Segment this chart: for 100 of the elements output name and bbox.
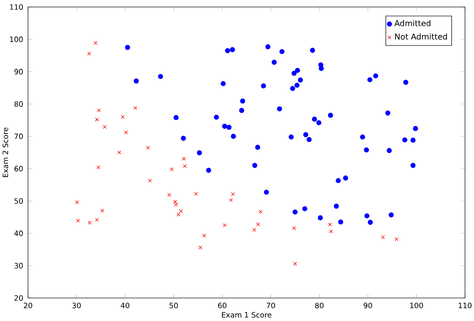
point	[306, 137, 312, 142]
point	[252, 228, 256, 232]
point	[264, 190, 269, 195]
point	[173, 200, 177, 204]
point	[202, 234, 206, 238]
point	[94, 41, 98, 45]
point	[290, 86, 296, 92]
point	[176, 212, 180, 216]
point	[334, 204, 339, 209]
point	[100, 208, 104, 213]
point	[88, 220, 92, 225]
point	[124, 130, 128, 134]
point	[170, 167, 174, 172]
point	[226, 124, 232, 130]
point	[318, 215, 323, 220]
point	[294, 82, 300, 88]
point	[260, 83, 266, 88]
point	[303, 132, 308, 138]
point	[180, 136, 186, 141]
point	[220, 81, 226, 86]
legend-label: Admitted	[394, 20, 430, 26]
point	[329, 230, 333, 234]
point	[174, 202, 178, 206]
point	[148, 178, 152, 183]
point	[179, 209, 183, 213]
point	[272, 60, 277, 65]
point	[279, 49, 284, 54]
point	[368, 220, 373, 225]
point	[194, 192, 198, 196]
point	[288, 134, 294, 140]
point	[125, 44, 130, 50]
point	[410, 138, 416, 143]
point	[316, 120, 322, 126]
point	[182, 156, 186, 161]
point	[198, 246, 202, 250]
point	[76, 218, 80, 223]
point	[222, 124, 228, 129]
point	[385, 110, 390, 116]
point	[214, 114, 219, 120]
point	[206, 168, 212, 173]
point	[95, 218, 99, 222]
point	[298, 78, 303, 83]
point	[222, 223, 227, 228]
point	[87, 52, 92, 56]
point	[367, 77, 372, 82]
point	[240, 98, 246, 104]
point	[75, 200, 79, 204]
point	[328, 222, 332, 226]
point	[292, 226, 296, 230]
point	[230, 47, 235, 52]
point	[117, 150, 122, 154]
point	[343, 176, 348, 181]
point	[373, 73, 378, 78]
point	[360, 134, 366, 140]
point	[231, 192, 235, 196]
point	[336, 178, 341, 184]
point	[338, 219, 344, 225]
point	[386, 148, 392, 154]
point	[95, 118, 99, 122]
point	[412, 126, 418, 132]
point	[328, 112, 334, 118]
point	[167, 192, 172, 197]
point	[146, 146, 150, 150]
point	[364, 147, 369, 152]
point	[292, 209, 298, 215]
point	[381, 235, 385, 240]
point	[229, 198, 233, 202]
point	[239, 108, 244, 114]
point	[133, 106, 138, 110]
point	[174, 115, 179, 120]
point	[364, 213, 370, 218]
point	[403, 80, 408, 85]
point	[388, 212, 394, 218]
point	[96, 166, 100, 170]
point	[293, 262, 297, 266]
legend-label: Not Admitted	[395, 33, 447, 40]
point	[97, 108, 101, 112]
point	[120, 115, 125, 119]
point	[196, 150, 202, 156]
point	[265, 44, 270, 50]
point	[302, 206, 308, 212]
point	[294, 68, 300, 73]
point	[134, 78, 139, 84]
point	[318, 66, 324, 71]
point	[230, 134, 236, 139]
point	[292, 70, 297, 76]
point	[310, 48, 316, 53]
point	[102, 125, 107, 129]
point	[394, 237, 398, 242]
point	[182, 164, 187, 168]
point	[276, 106, 282, 112]
point	[410, 162, 416, 168]
point	[225, 48, 230, 54]
point	[258, 210, 262, 214]
point	[252, 162, 258, 168]
point	[256, 222, 260, 226]
point	[402, 137, 408, 142]
point	[312, 116, 318, 122]
point	[255, 144, 260, 150]
point	[158, 74, 164, 80]
